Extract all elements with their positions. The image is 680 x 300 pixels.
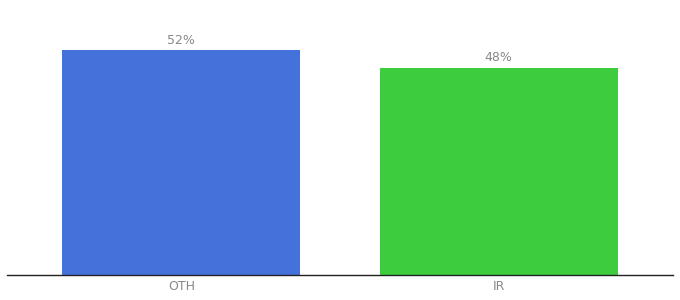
Text: 48%: 48% xyxy=(485,51,513,64)
Bar xyxy=(379,68,617,275)
Text: 52%: 52% xyxy=(167,34,195,47)
Bar xyxy=(63,50,301,275)
